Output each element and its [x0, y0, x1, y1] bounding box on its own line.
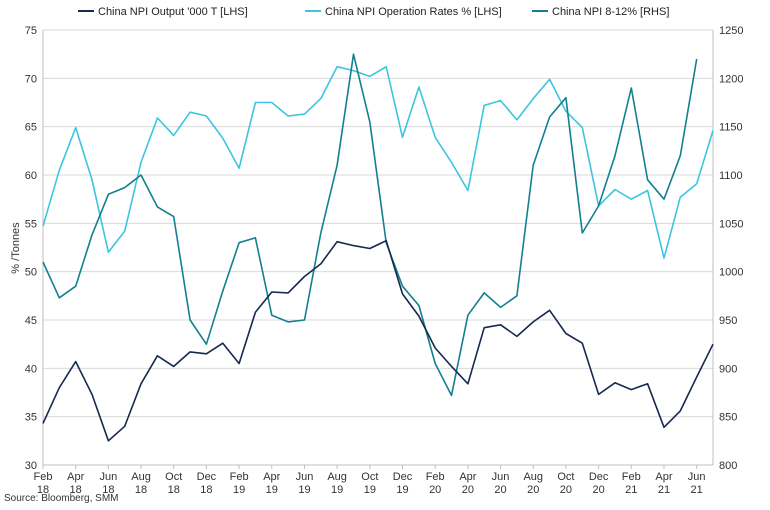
y-left-tick-label: 40 [25, 363, 37, 375]
y-axis-title: % /Tonnes [10, 222, 22, 274]
y-right-tick-label: 1050 [719, 218, 743, 230]
y-left-tick-label: 55 [25, 218, 37, 230]
x-tick-label-month: Jun [688, 471, 706, 483]
x-tick-label-year: 20 [429, 484, 441, 496]
x-tick-label-month: Oct [557, 471, 574, 483]
y-right-tick-label: 950 [719, 315, 737, 327]
x-tick-label-year: 18 [168, 484, 180, 496]
y-right-tick-label: 850 [719, 412, 737, 424]
y-right-tick-label: 1150 [719, 122, 743, 134]
x-tick-label-month: Oct [165, 471, 182, 483]
y-right-tick-label: 900 [719, 363, 737, 375]
x-tick-label-month: Oct [361, 471, 378, 483]
x-tick-label-year: 20 [494, 484, 506, 496]
x-tick-label-year: 19 [233, 484, 245, 496]
series-line-0 [42, 239, 714, 442]
series-line-2 [42, 53, 698, 397]
source-note: Source: Bloomberg, SMM [4, 493, 119, 504]
y-right-tick-label: 800 [719, 460, 737, 472]
x-tick-label-year: 20 [527, 484, 539, 496]
x-tick-label-year: 19 [298, 484, 310, 496]
y-left-tick-label: 45 [25, 315, 37, 327]
y-left-tick-label: 60 [25, 170, 37, 182]
y-right-tick-label: 1000 [719, 267, 743, 279]
series-layer [42, 53, 714, 442]
x-tick-label-month: Jun [99, 471, 117, 483]
x-tick-label-month: Apr [263, 471, 280, 483]
x-tick-label-month: Feb [34, 471, 53, 483]
x-tick-label-year: 20 [560, 484, 572, 496]
y-left-tick-label: 65 [25, 122, 37, 134]
y-left-tick-label: 30 [25, 460, 37, 472]
x-tick-label-year: 21 [658, 484, 670, 496]
x-tick-label-year: 21 [691, 484, 703, 496]
y-left-tick-label: 35 [25, 412, 37, 424]
x-tick-label-year: 21 [625, 484, 637, 496]
y-left-tick-label: 70 [25, 73, 37, 85]
y-left-tick-label: 75 [25, 25, 37, 37]
legend-label: China NPI 8-12% [RHS] [552, 6, 669, 18]
x-tick-label-year: 19 [331, 484, 343, 496]
x-tick-label-month: Dec [589, 471, 609, 483]
x-tick-label-month: Aug [131, 471, 151, 483]
x-tick-label-year: 18 [70, 484, 82, 496]
x-tick-label-month: Apr [655, 471, 672, 483]
x-tick-label-year: 18 [200, 484, 212, 496]
y-right-tick-label: 1250 [719, 25, 743, 37]
x-tick-label-year: 19 [396, 484, 408, 496]
y-left-tick-label: 50 [25, 267, 37, 279]
y-right-tick-label: 1100 [719, 170, 743, 182]
axes: 30 35 40 45 50 55 60 65 70 75 800 850 900 950 1000 1050… [25, 25, 744, 496]
x-tick-label-year: 19 [364, 484, 376, 496]
x-tick-label-month: Dec [393, 471, 413, 483]
legend-label: China NPI Output '000 T [LHS] [98, 6, 248, 18]
y-right-tick-label: 1200 [719, 73, 743, 85]
x-tick-label-month: Jun [492, 471, 510, 483]
x-tick-label-month: Aug [327, 471, 347, 483]
x-tick-label-month: Dec [197, 471, 217, 483]
x-tick-label-month: Apr [459, 471, 476, 483]
x-tick-label-year: 20 [592, 484, 604, 496]
gridlines [43, 29, 713, 466]
x-tick-label-year: 19 [266, 484, 278, 496]
x-tick-label-month: Aug [523, 471, 543, 483]
legend-label: China NPI Operation Rates % [LHS] [325, 6, 502, 18]
x-tick-label-month: Feb [426, 471, 445, 483]
x-tick-label-year: 18 [37, 484, 49, 496]
x-tick-label-month: Jun [296, 471, 314, 483]
series-line-1 [42, 65, 714, 259]
x-tick-label-year: 18 [102, 484, 114, 496]
x-tick-label-month: Apr [67, 471, 84, 483]
x-tick-label-month: Feb [622, 471, 641, 483]
legend: China NPI Output '000 T [LHS] China NPI O… [78, 6, 669, 18]
x-tick-label-year: 18 [135, 484, 147, 496]
x-tick-label-year: 20 [462, 484, 474, 496]
x-tick-label-month: Feb [230, 471, 249, 483]
